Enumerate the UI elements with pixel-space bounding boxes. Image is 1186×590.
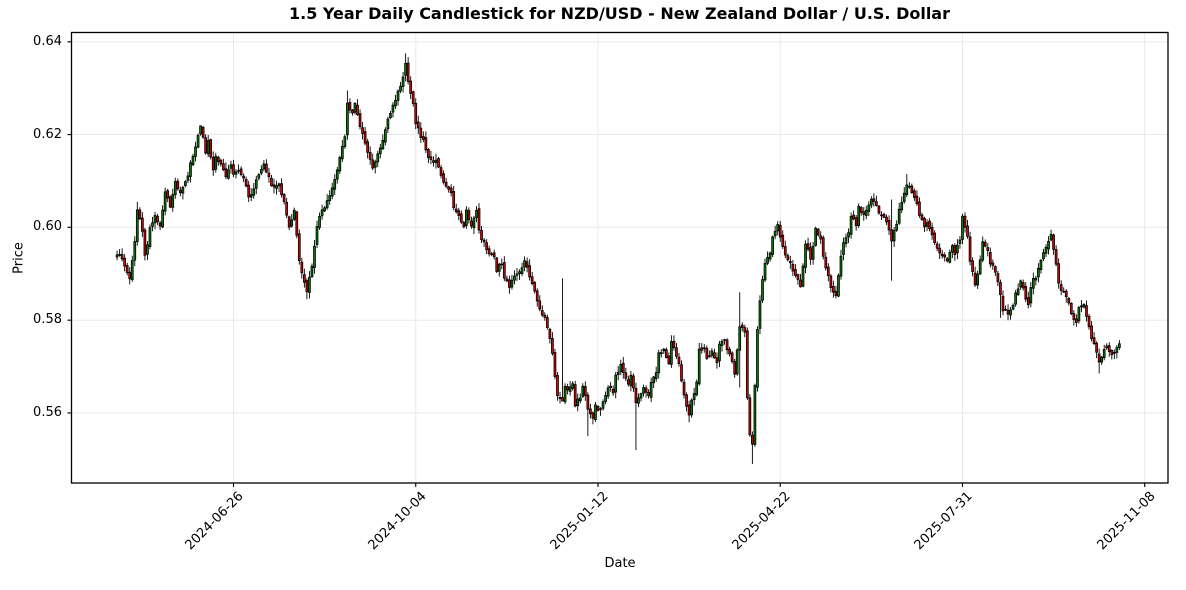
y-tick-label: 0.58 (33, 312, 62, 328)
x-axis-label: Date (604, 556, 636, 571)
y-tick-label: 0.60 (33, 219, 62, 235)
chart-title: 1.5 Year Daily Candlestick for NZD/USD -… (289, 4, 950, 23)
y-axis-label: Price (11, 242, 27, 274)
y-tick-label: 0.56 (33, 404, 62, 420)
y-tick-label: 0.62 (33, 126, 62, 142)
y-tick-label: 0.64 (33, 33, 62, 49)
